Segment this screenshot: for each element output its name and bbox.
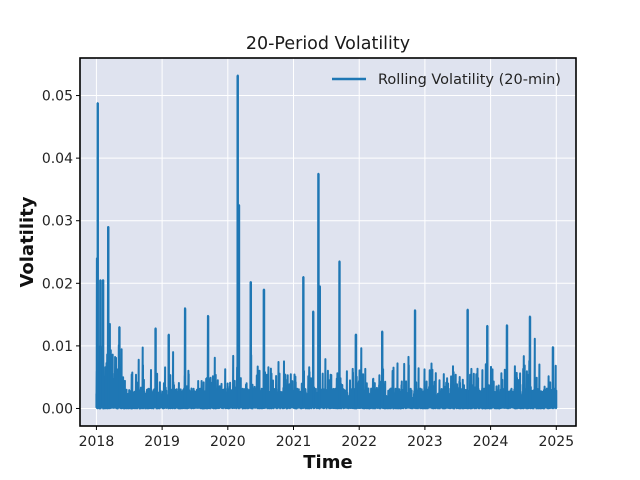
y-tick-label: 0.04 xyxy=(42,151,73,167)
y-tick-label: 0.00 xyxy=(42,401,73,417)
x-tick-label: 2025 xyxy=(538,434,574,450)
legend: Rolling Volatility (20-min) xyxy=(332,72,561,88)
x-tick-label: 2020 xyxy=(210,434,246,450)
x-tick-label: 2023 xyxy=(407,434,443,450)
chart-title: 20-Period Volatility xyxy=(246,34,410,54)
y-axis-label: Volatility xyxy=(17,196,38,287)
x-tick-label: 2021 xyxy=(276,434,312,450)
plot-frame xyxy=(79,57,577,427)
x-tick-label: 2019 xyxy=(144,434,180,450)
y-tick-label: 0.05 xyxy=(42,89,73,105)
x-tick-label: 2018 xyxy=(79,434,115,450)
y-tick-label: 0.03 xyxy=(42,214,73,230)
plot-background xyxy=(80,58,576,426)
series-line-rolling-volatility xyxy=(95,74,558,410)
x-axis-ticks: 2018 2019 2020 2021 2022 2023 2024 2025 xyxy=(79,426,574,450)
y-tick-label: 0.01 xyxy=(42,339,73,355)
legend-label: Rolling Volatility (20-min) xyxy=(378,72,561,88)
y-tick-label: 0.02 xyxy=(42,276,73,292)
y-axis-ticks: 0.00 0.01 0.02 0.03 0.04 0.05 xyxy=(42,89,80,417)
x-tick-label: 2024 xyxy=(473,434,509,450)
series-layer xyxy=(95,74,558,410)
x-axis-label: Time xyxy=(303,452,352,473)
x-tick-label: 2022 xyxy=(341,434,377,450)
